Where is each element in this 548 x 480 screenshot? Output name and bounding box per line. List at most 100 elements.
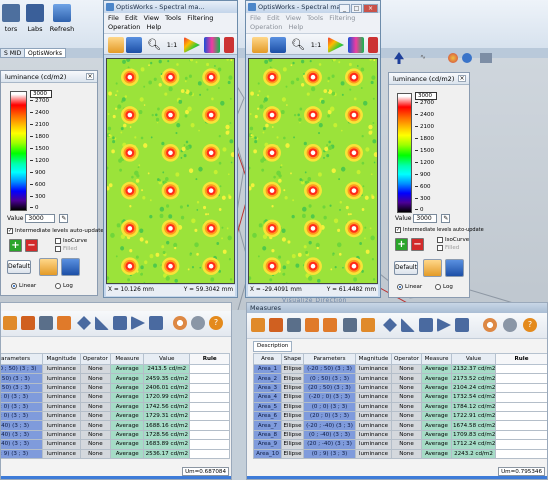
open-folder-icon[interactable] [252,37,268,53]
tab-optisworks[interactable]: OptisWorks [24,48,66,58]
target-icon[interactable] [483,318,497,332]
add-level-button[interactable]: + [395,238,408,251]
shape-square-icon[interactable] [455,318,469,332]
rule-cell[interactable] [189,429,230,441]
table-cell[interactable]: Average [110,382,145,394]
table-row[interactable]: Area_3 Ellipse (20 ; 50) (3 ; 3) luminance N… [253,382,547,394]
table-cell[interactable]: luminance [42,410,81,422]
scene-icon[interactable] [462,53,472,63]
table-cell[interactable]: Average [421,382,452,394]
linear-radio[interactable]: Linear [11,282,36,290]
table-cell[interactable]: -40) (3 ; 3) [1,439,44,450]
table-cell[interactable]: 1729.31 cd/m2 [143,410,191,422]
save-icon[interactable] [61,258,80,276]
shape-arrow-icon[interactable] [131,316,145,330]
save-icon[interactable] [445,259,464,277]
refresh-button[interactable]: Refresh [48,2,76,40]
table-cell[interactable]: : 0) (3 ; 3) [1,392,44,403]
menu-filtering[interactable]: Filtering [187,14,214,22]
rule-cell[interactable] [189,401,230,412]
table-row[interactable]: ; 0) (3 ; 3) luminance None Average 1729.31 … [1,410,230,422]
tab-description[interactable]: Description [253,341,293,352]
filled-checkbox[interactable]: Filled [437,244,459,252]
table-cell[interactable]: Area_8 [253,429,282,441]
rule-cell[interactable] [495,439,547,450]
column-header[interactable]: Measure [421,353,452,365]
table-row[interactable]: ; 0) (3 ; 3) luminance None Average 1742.56 … [1,401,230,412]
table-cell[interactable]: ; 50) (3 ; 3) [1,382,44,394]
isocurve-checkbox[interactable]: IsoCurve [437,236,469,244]
more-tools-icon[interactable] [224,37,234,53]
table-cell[interactable]: Ellipse [281,382,304,394]
menu-edit[interactable]: Edit [124,14,138,22]
column-header[interactable]: Measure [110,353,145,365]
table-cell[interactable]: luminance [355,420,392,431]
default-button[interactable]: Default [7,260,31,274]
table-cell[interactable]: -40) (3 ; 3) [1,420,44,431]
table-cell[interactable]: 1709.83 cd/m2 [451,429,496,441]
table-cell[interactable]: (20 ; -40) (3 ; 3) [303,439,356,450]
column-header[interactable]: Magnitude [355,353,392,365]
rule-cell[interactable] [495,410,547,422]
table-cell[interactable]: luminance [42,448,81,459]
table-cell[interactable]: (-20 ; 0) (3 ; 3) [303,392,356,403]
table-cell[interactable]: None [79,392,112,403]
shape-arrow-icon[interactable] [437,318,451,332]
table-cell[interactable]: None [391,382,422,394]
shape-flag-icon[interactable] [419,318,433,332]
help-icon[interactable]: ? [523,318,537,332]
table-cell[interactable]: Ellipse [281,373,304,384]
tools-button[interactable]: tors [0,2,22,40]
rule-cell[interactable] [189,439,230,450]
column-header[interactable]: Area [253,353,282,365]
table-cell[interactable]: Average [421,410,452,422]
table-cell[interactable]: Average [110,392,145,403]
table-cell[interactable]: (-20 ; 50) (3 ; 3) [1,363,44,375]
table-cell[interactable]: 1722.91 cd/m2 [451,410,496,422]
table-cell[interactable]: luminance [355,401,392,412]
table-cell[interactable]: None [79,420,112,431]
table-cell[interactable]: None [391,401,422,412]
color-scale-bar[interactable] [10,91,27,211]
table-cell[interactable]: Ellipse [281,392,304,403]
table-cell[interactable]: luminance [355,392,392,403]
table-cell[interactable]: (0 ; 50) (3 ; 3) [303,373,356,384]
table-row[interactable]: -40) (3 ; 3) luminance None Average 1728.56 … [1,429,230,441]
table-row[interactable]: : 9) (3 ; 3) luminance None Average 2536.17 … [1,448,230,459]
column-header[interactable]: Magnitude [42,353,81,365]
table-row[interactable]: ; 50) (3 ; 3) luminance None Average 2406.01… [1,382,230,394]
table-cell[interactable]: 1720.99 cd/m2 [143,392,191,403]
table-cell[interactable]: None [391,363,422,375]
luminance-map-right[interactable] [248,58,378,284]
color-mode-icon[interactable] [348,37,364,53]
table-cell[interactable]: luminance [42,401,81,412]
save-icon[interactable] [126,37,142,53]
default-button[interactable]: Default [394,261,418,275]
table-cell[interactable]: 1728.56 cd/m2 [143,429,191,441]
table-cell[interactable]: luminance [355,429,392,441]
table-row[interactable]: Area_2 Ellipse (0 ; 50) (3 ; 3) luminance No… [253,373,547,384]
table-row[interactable]: Area_4 Ellipse (-20 ; 0) (3 ; 3) luminance N… [253,392,547,403]
table-cell[interactable]: ; 50) (3 ; 3) [1,373,44,384]
table-cell[interactable]: luminance [355,448,392,459]
table-cell[interactable]: -40) (3 ; 3) [1,429,44,441]
table-cell[interactable]: None [79,448,112,459]
filled-checkbox[interactable]: Filled [55,245,77,253]
add-level-button[interactable]: + [9,239,22,252]
close-icon[interactable]: × [458,75,466,82]
table-cell[interactable]: Ellipse [281,410,304,422]
remove-level-button[interactable]: − [25,239,38,252]
menu-file[interactable]: File [108,14,119,22]
open-folder-icon[interactable] [39,258,58,276]
table-cell[interactable]: 1784.12 cd/m2 [451,401,496,412]
table-cell[interactable]: Average [421,363,452,375]
table-cell[interactable]: Area_10 [253,448,282,459]
shape-diamond-icon[interactable] [77,316,91,330]
table-cell[interactable]: (0 ; 9) (3 ; 3) [303,448,356,459]
appearance-icon[interactable] [448,53,458,63]
help-icon[interactable]: ? [209,316,223,330]
log-radio[interactable]: Log [55,282,73,290]
table-cell[interactable]: 1683.89 cd/m2 [143,439,191,450]
rule-cell[interactable] [189,410,230,422]
menu-view[interactable]: View [143,14,160,22]
